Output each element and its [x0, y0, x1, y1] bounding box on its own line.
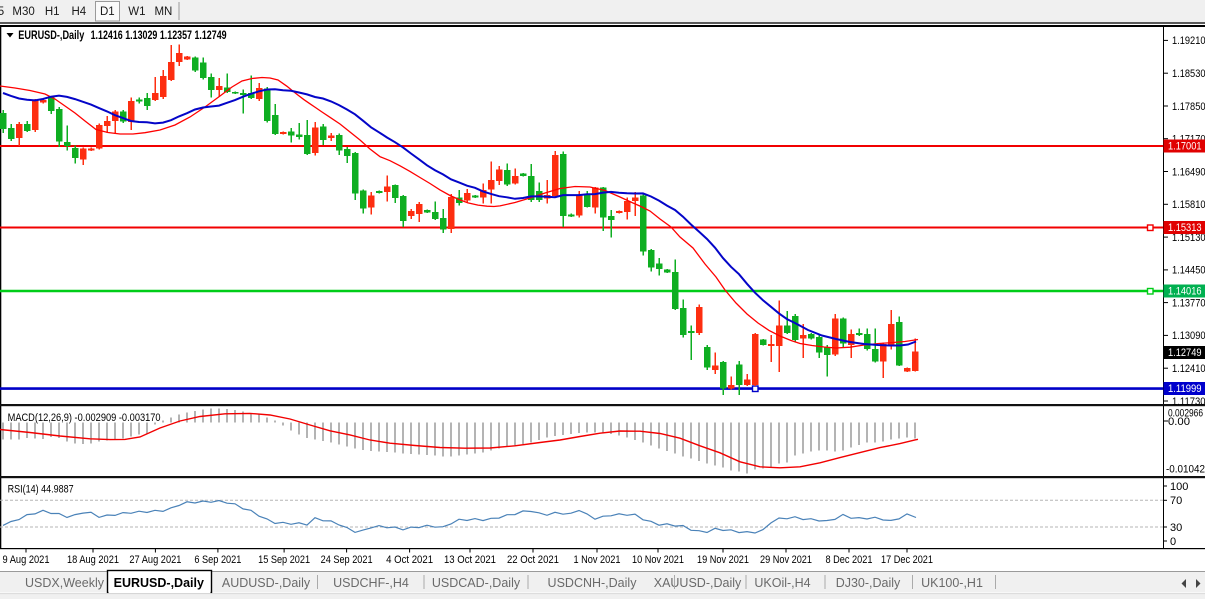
- svg-text:EURUSD-,Daily: EURUSD-,Daily: [18, 28, 84, 42]
- svg-text:W1: W1: [128, 6, 145, 18]
- svg-text:1.13090: 1.13090: [1172, 330, 1205, 342]
- svg-text:0.002966: 0.002966: [1168, 408, 1203, 420]
- svg-text:10 Nov 2021: 10 Nov 2021: [632, 554, 684, 566]
- svg-text:13 Oct 2021: 13 Oct 2021: [444, 554, 496, 566]
- svg-text:1.17001: 1.17001: [1168, 141, 1202, 153]
- svg-text:4 Oct 2021: 4 Oct 2021: [386, 554, 433, 566]
- svg-text:24 Sep 2021: 24 Sep 2021: [321, 554, 373, 566]
- svg-text:USDX,Weekly: USDX,Weekly: [25, 576, 105, 590]
- svg-text:1.16490: 1.16490: [1172, 166, 1205, 178]
- svg-text:0: 0: [1170, 536, 1176, 548]
- svg-text:1 Nov 2021: 1 Nov 2021: [574, 554, 621, 566]
- svg-text:19 Nov 2021: 19 Nov 2021: [697, 554, 749, 566]
- svg-text:USDCNH-,Daily: USDCNH-,Daily: [548, 576, 638, 590]
- svg-text:0.00: 0.00: [1168, 416, 1190, 428]
- svg-text:15 Sep 2021: 15 Sep 2021: [258, 554, 310, 566]
- svg-text:9 Aug 2021: 9 Aug 2021: [3, 554, 50, 566]
- svg-text:17 Dec 2021: 17 Dec 2021: [881, 554, 933, 566]
- svg-text:MACD(12,26,9) -0.002909 -0.003: MACD(12,26,9) -0.002909 -0.003170: [8, 412, 161, 424]
- svg-text:UKOil-,H4: UKOil-,H4: [754, 576, 810, 590]
- svg-text:UK100-,H1: UK100-,H1: [921, 576, 983, 590]
- svg-text:DJ30-,Daily: DJ30-,Daily: [836, 576, 901, 590]
- svg-text:70: 70: [1170, 495, 1182, 507]
- svg-text:27 Aug 2021: 27 Aug 2021: [129, 554, 181, 566]
- svg-text:EURUSD-,Daily: EURUSD-,Daily: [114, 576, 204, 590]
- svg-text:1.15313: 1.15313: [1168, 222, 1202, 234]
- svg-text:1.12410: 1.12410: [1172, 363, 1205, 375]
- svg-text:1.14450: 1.14450: [1172, 265, 1205, 277]
- svg-text:1.12416 1.13029 1.12357 1.1274: 1.12416 1.13029 1.12357 1.12749: [91, 28, 227, 42]
- svg-text:USDCAD-,Daily: USDCAD-,Daily: [432, 576, 521, 590]
- svg-text:30: 30: [1170, 522, 1182, 534]
- svg-text:1.14016: 1.14016: [1168, 286, 1202, 298]
- svg-text:100: 100: [1170, 481, 1188, 493]
- svg-text:1.11999: 1.11999: [1168, 383, 1202, 395]
- svg-text:XAUUSD-,Daily: XAUUSD-,Daily: [654, 576, 742, 590]
- svg-text:22 Oct 2021: 22 Oct 2021: [507, 554, 559, 566]
- svg-text:18 Aug 2021: 18 Aug 2021: [67, 554, 119, 566]
- svg-text:MN: MN: [154, 6, 172, 18]
- svg-text:5: 5: [0, 6, 4, 18]
- svg-text:1.15130: 1.15130: [1172, 232, 1205, 244]
- svg-text:1.13770: 1.13770: [1172, 297, 1205, 309]
- svg-text:H1: H1: [45, 6, 60, 18]
- svg-text:1.19210: 1.19210: [1172, 35, 1205, 47]
- svg-text:H4: H4: [71, 6, 86, 18]
- svg-text:6 Sep 2021: 6 Sep 2021: [194, 554, 241, 566]
- svg-text:AUDUSD-,Daily: AUDUSD-,Daily: [222, 576, 311, 590]
- svg-text:1.17850: 1.17850: [1172, 101, 1205, 113]
- svg-text:M30: M30: [12, 6, 34, 18]
- svg-text:D1: D1: [100, 6, 115, 18]
- svg-text:USDCHF-,H4: USDCHF-,H4: [333, 576, 409, 590]
- svg-text:29 Nov 2021: 29 Nov 2021: [760, 554, 812, 566]
- svg-text:1.15810: 1.15810: [1172, 199, 1205, 211]
- svg-text:1.12749: 1.12749: [1168, 347, 1202, 359]
- svg-text:1.11730: 1.11730: [1172, 396, 1205, 408]
- svg-text:8 Dec 2021: 8 Dec 2021: [826, 554, 873, 566]
- svg-text:-0.01042: -0.01042: [1166, 463, 1205, 475]
- svg-text:RSI(14) 44.9887: RSI(14) 44.9887: [8, 483, 74, 495]
- svg-text:1.18530: 1.18530: [1172, 68, 1205, 80]
